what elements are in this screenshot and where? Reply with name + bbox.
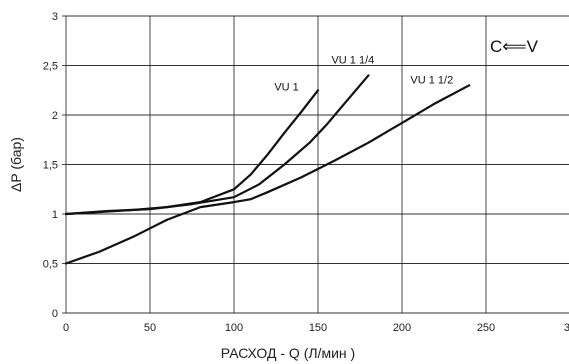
series-label-1: VU 1: [274, 81, 298, 93]
x-tick-label: 150: [309, 322, 327, 334]
y-tick-label: 0,5: [43, 259, 58, 271]
series-label-3: VU 1 1/2: [410, 74, 453, 86]
grid-layer: [62, 15, 569, 314]
y-tick-label: 1,5: [43, 160, 58, 172]
x-tick-label: 100: [225, 322, 243, 334]
x-axis-title: РАСХОД - Q (Л/мин ): [221, 345, 355, 361]
x-tick-label: 200: [393, 322, 411, 334]
x-tick-label: 50: [144, 322, 156, 334]
direction-label: C⟸V: [490, 37, 539, 56]
y-axis-title: ΔP (бар): [8, 137, 24, 192]
y-tick-label: 1: [52, 209, 58, 221]
x-tick-label: 0: [63, 322, 69, 334]
y-tick-label: 2,5: [43, 61, 58, 73]
y-tick-label: 3: [52, 11, 58, 23]
y-tick-label: 2: [52, 110, 58, 122]
label-layer: VU 1 VU 1 1/4 VU 1 1/2: [274, 55, 453, 94]
tick-layer: 0501001502002503000,511,522,53: [43, 11, 569, 334]
series-label-2: VU 1 1/4: [331, 55, 374, 67]
series-line-2: [64, 74, 370, 216]
x-tick-label: 30: [564, 322, 569, 334]
series-line-3: [64, 84, 471, 265]
series-layer: [64, 74, 471, 265]
x-tick-label: 250: [477, 322, 495, 334]
y-tick-label: 0: [52, 308, 58, 320]
